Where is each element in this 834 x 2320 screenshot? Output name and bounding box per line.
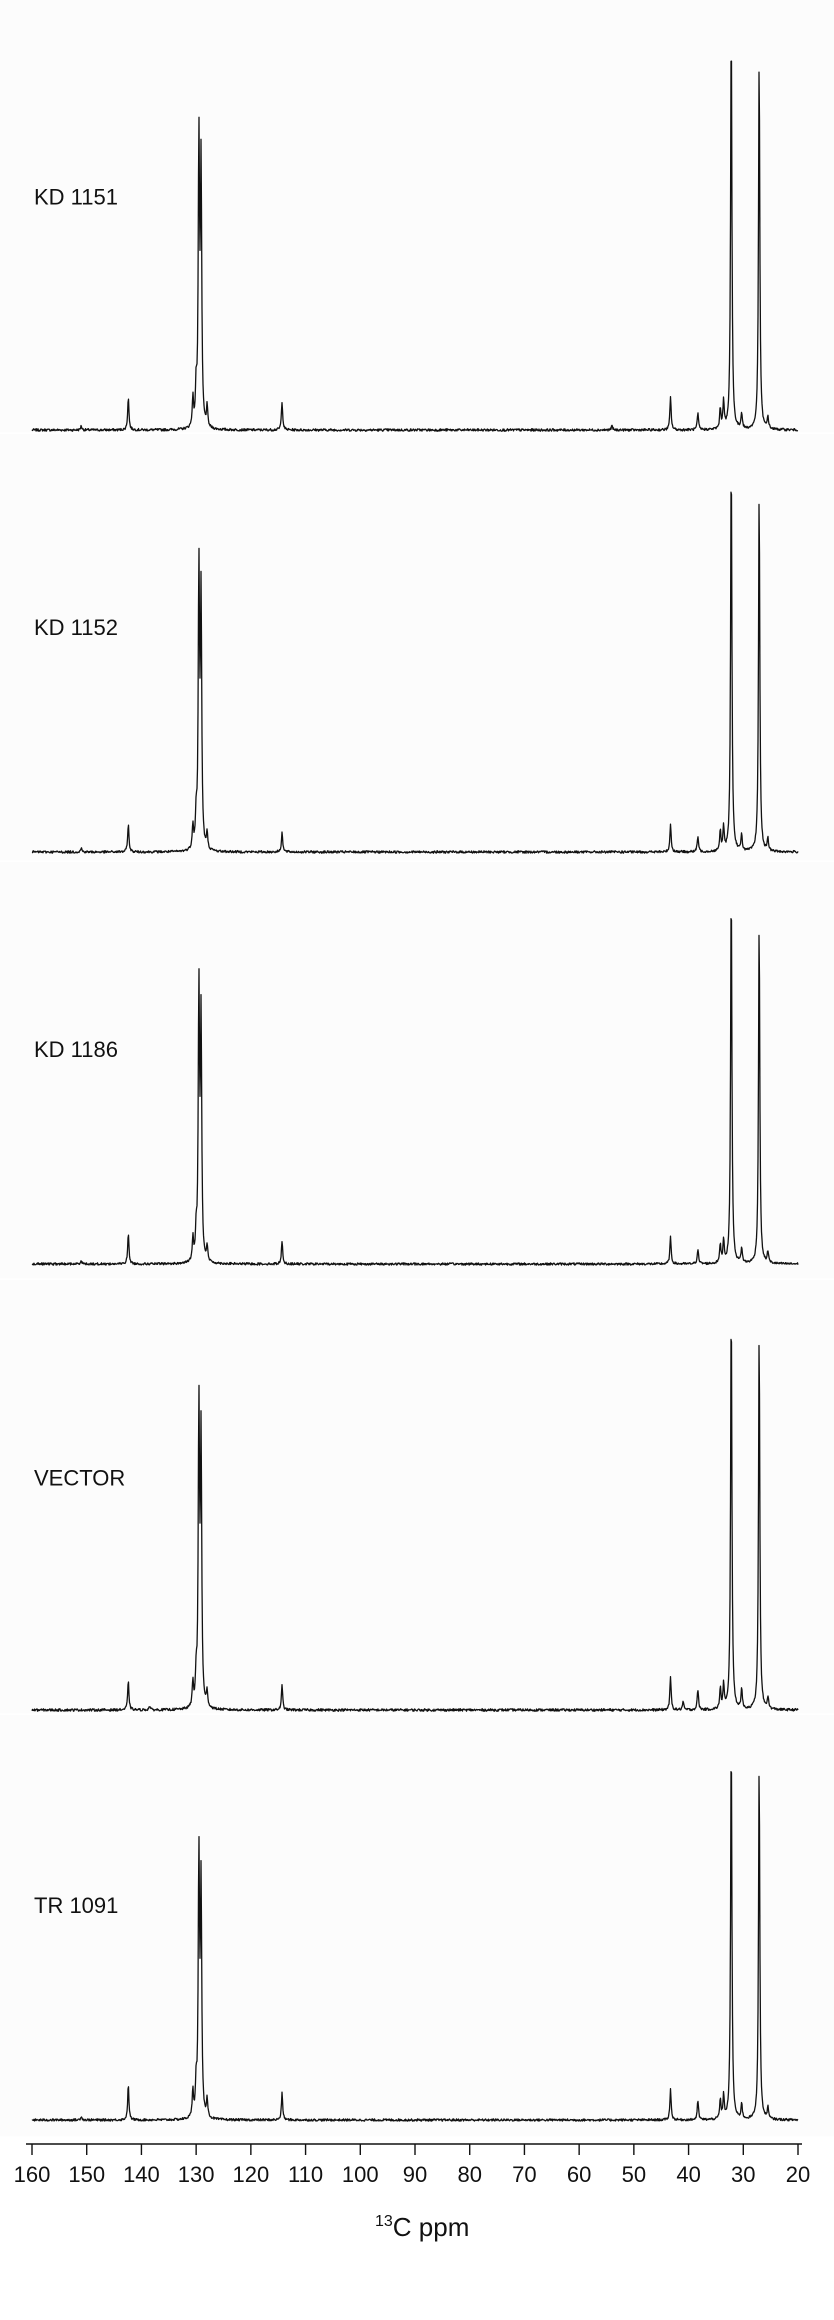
spectrum-trace xyxy=(31,918,799,1266)
spectrum-trace xyxy=(31,1338,799,1712)
spectrum-trace xyxy=(31,60,799,432)
panel-background xyxy=(0,434,834,862)
x-tick-label: 80 xyxy=(457,2162,481,2187)
x-tick-label: 20 xyxy=(786,2162,810,2187)
x-tick-label: 100 xyxy=(342,2162,379,2187)
spectrum-panel: KD 1186 xyxy=(0,862,834,1282)
x-tick-label: 140 xyxy=(123,2162,160,2187)
spectrum-panel: KD 1151 xyxy=(0,0,834,436)
x-axis-title-main: C ppm xyxy=(393,2212,470,2242)
panel-background xyxy=(0,0,834,434)
spectrum-panel: TR 1091 xyxy=(0,1715,834,2140)
spectrum-panel: KD 1152 xyxy=(0,434,834,864)
x-tick-label: 130 xyxy=(178,2162,215,2187)
panel-background xyxy=(0,1280,834,1715)
panel-background xyxy=(0,1715,834,2138)
x-tick-label: 150 xyxy=(68,2162,105,2187)
x-axis-title: 13C ppm xyxy=(375,2212,469,2242)
x-tick-label: 70 xyxy=(512,2162,536,2187)
x-tick-label: 110 xyxy=(288,2162,323,2187)
series-label: TR 1091 xyxy=(34,1893,118,1918)
series-label: KD 1152 xyxy=(34,615,118,640)
spectrum-panel: VECTOR xyxy=(0,1280,834,1717)
x-tick-label: 30 xyxy=(731,2162,755,2187)
x-tick-label: 120 xyxy=(232,2162,269,2187)
series-label: KD 1186 xyxy=(34,1037,118,1062)
spectrum-trace xyxy=(31,491,799,854)
x-tick-label: 60 xyxy=(567,2162,591,2187)
x-tick-label: 160 xyxy=(14,2162,51,2187)
x-tick-label: 50 xyxy=(622,2162,646,2187)
series-label: KD 1151 xyxy=(34,185,118,210)
x-axis-title-superscript: 13 xyxy=(375,2213,393,2230)
series-label: VECTOR xyxy=(34,1465,125,1490)
spectrum-trace xyxy=(31,1771,799,2122)
x-tick-label: 90 xyxy=(403,2162,427,2187)
panel-background xyxy=(0,862,834,1280)
x-tick-label: 40 xyxy=(676,2162,700,2187)
x-axis: 160 150 140 130 120 110 100 90 80 70 60 50 40 30 20 13C… xyxy=(14,2143,810,2242)
